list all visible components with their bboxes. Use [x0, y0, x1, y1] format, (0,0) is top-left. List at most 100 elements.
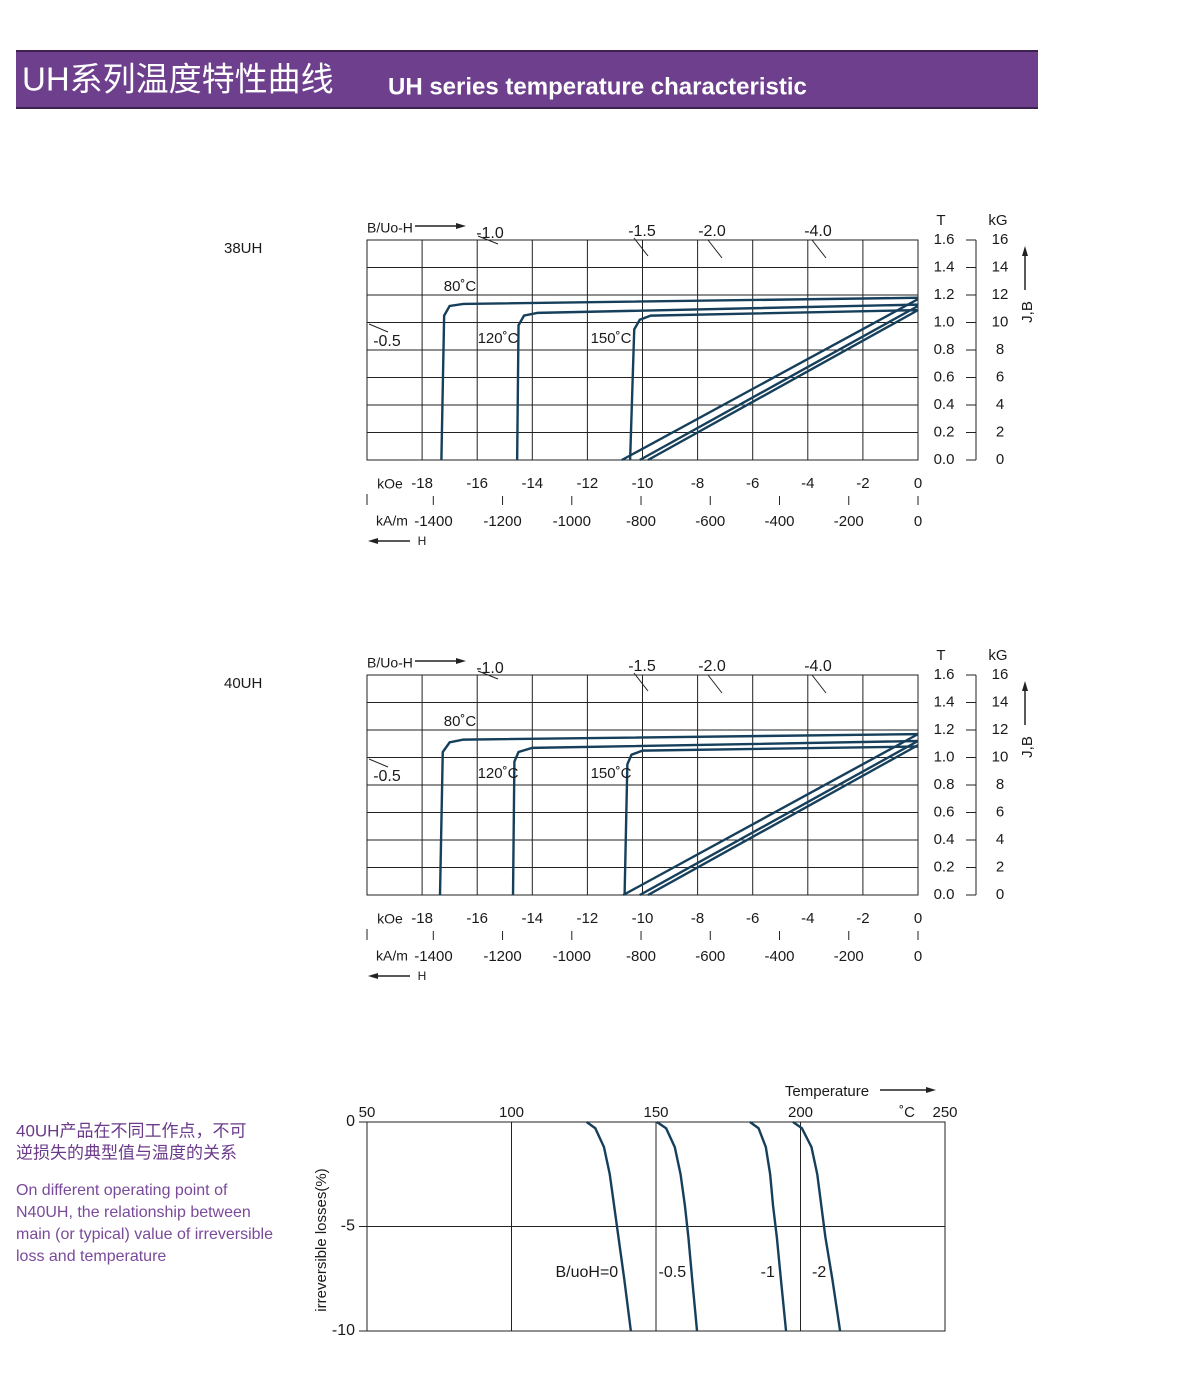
permeance-label: -1.0	[476, 225, 504, 242]
permeance-marker	[633, 672, 649, 692]
y2-tick-label: 6	[996, 803, 1004, 820]
b-line	[639, 739, 919, 897]
x-axis-label: kOe	[377, 476, 403, 492]
permeance-marker	[811, 674, 827, 694]
y-tick-label: 0.4	[934, 831, 955, 848]
y2-tick-label: 14	[992, 693, 1009, 710]
permeance-marker	[477, 235, 499, 245]
permeance-label: -0.5	[373, 768, 401, 785]
header-band	[16, 50, 1038, 108]
permeance-label: -2.0	[698, 658, 726, 675]
permeance-marker	[811, 239, 827, 259]
permeance-label: -4.0	[804, 658, 832, 675]
x-tick-label: -16	[466, 910, 488, 927]
x-unit: ˚C	[899, 1104, 915, 1121]
y-tick-label: 1.0	[934, 748, 955, 765]
x2-tick-label: -1400	[414, 513, 452, 530]
series-label: 120˚C	[478, 765, 519, 782]
x-tick-label: -18	[411, 910, 433, 927]
b-line	[639, 304, 919, 462]
y-tick-label: 1.6	[934, 231, 955, 248]
title-cn: UH系列温度特性曲线	[22, 61, 334, 98]
title-en: UH series temperature characteristic	[388, 73, 807, 100]
x2-tick-label: -1200	[483, 513, 521, 530]
note-en: On different operating point of	[16, 1182, 228, 1199]
temp-arrowhead	[926, 1087, 936, 1093]
x2-tick-label: -400	[764, 513, 794, 530]
loss-curve	[749, 1121, 788, 1332]
j-curve	[623, 745, 919, 896]
x-tick-label: 200	[788, 1104, 813, 1121]
y2-axis-label: J,B	[1019, 736, 1036, 758]
y2-unit: kG	[988, 647, 1007, 664]
x-tick-label: -10	[632, 475, 654, 492]
permeance-label: -1.5	[628, 658, 656, 675]
x2-tick-label: -1200	[483, 948, 521, 965]
x-tick-label: -2	[856, 910, 869, 927]
permeance-marker	[633, 237, 649, 257]
x-tick-label: -6	[746, 910, 759, 927]
permeance-marker	[477, 670, 499, 680]
chart-label: 38UH	[224, 240, 262, 257]
series-label: B/uoH=0	[555, 1264, 618, 1281]
x2-tick-label: 0	[914, 948, 922, 965]
note-en: main (or typical) value of irreversible	[16, 1226, 273, 1243]
series-label: 80˚C	[444, 278, 477, 295]
x-axis-label: kOe	[377, 911, 403, 927]
x-tick-label: -8	[691, 910, 704, 927]
b-line	[647, 309, 919, 462]
x-tick-label: -14	[521, 910, 543, 927]
x2-tick-label: -600	[695, 513, 725, 530]
y-tick-label: 1.2	[934, 286, 955, 303]
x-tick-label: -6	[746, 475, 759, 492]
j-curve	[440, 296, 919, 461]
y2-tick-label: 6	[996, 368, 1004, 385]
series-label: 150˚C	[591, 330, 632, 347]
y2-tick-label: 2	[996, 858, 1004, 875]
permeance-label: -0.5	[373, 333, 401, 350]
y2-tick-label: 12	[992, 286, 1009, 303]
permeance-marker	[368, 758, 389, 768]
x2-tick-label: -600	[695, 948, 725, 965]
permeance-title: B/Uo-H	[367, 220, 413, 236]
y2-unit: kG	[988, 212, 1007, 229]
h-label: H	[418, 534, 427, 548]
y2-tick-label: 12	[992, 721, 1009, 738]
j-curve	[515, 303, 919, 461]
x-tick-label: 0	[914, 475, 922, 492]
note-cn: 40UH产品在不同工作点，不可	[16, 1121, 246, 1140]
x-tick-label: -8	[691, 475, 704, 492]
y2-tick-label: 4	[996, 831, 1004, 848]
series-label: 120˚C	[478, 330, 519, 347]
y-tick-label: 1.4	[934, 693, 955, 710]
x-tick-label: -12	[577, 910, 599, 927]
y2-tick-label: 0	[996, 886, 1004, 903]
x2-tick-label: -1000	[553, 948, 591, 965]
y2-axis-label: J,B	[1019, 301, 1036, 323]
x-tick-label: 150	[643, 1104, 668, 1121]
x-tick-label: -16	[466, 475, 488, 492]
j-curve	[628, 308, 919, 461]
x2-axis-label: kA/m	[376, 948, 408, 964]
series-label: -2	[812, 1264, 826, 1281]
y2-tick-label: 8	[996, 776, 1004, 793]
y-tick-label: 1.2	[934, 721, 955, 738]
x-tick-label: -18	[411, 475, 433, 492]
note-en: N40UH, the relationship between	[16, 1204, 251, 1221]
y-tick-label: 0.2	[934, 858, 955, 875]
x-tick-label: 0	[914, 910, 922, 927]
b-line	[622, 733, 919, 897]
series-label: -0.5	[659, 1264, 687, 1281]
y2-tick-label: 14	[992, 258, 1009, 275]
h-arrowhead	[368, 538, 378, 544]
y2-tick-label: 10	[992, 748, 1009, 765]
y2-tick-label: 4	[996, 396, 1004, 413]
y2-tick-label: 16	[992, 231, 1009, 248]
permeance-marker	[707, 674, 723, 694]
permeance-arrowhead	[456, 658, 466, 664]
y-tick-label: 0.0	[934, 886, 955, 903]
y-tick-label: 1.4	[934, 258, 955, 275]
jb-arrowhead	[1022, 246, 1028, 256]
y2-tick-label: 16	[992, 666, 1009, 683]
